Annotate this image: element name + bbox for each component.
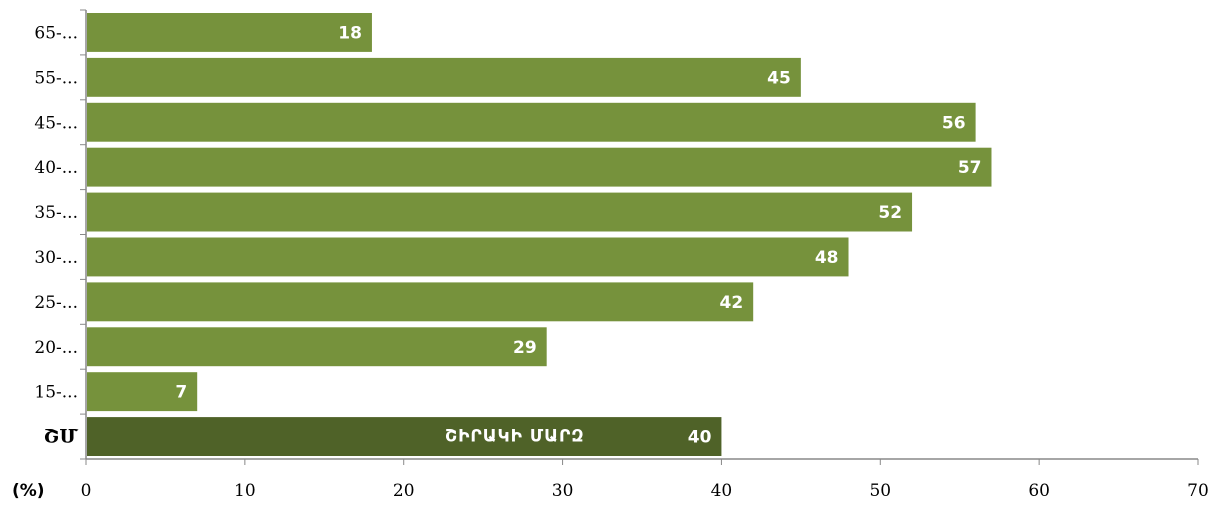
x-tick-label: 20 <box>393 481 415 501</box>
bar <box>87 417 722 456</box>
x-tick-label: 50 <box>869 481 891 501</box>
category-label: 45-... <box>34 113 78 133</box>
data-label: 18 <box>338 23 362 43</box>
category-label: 15-... <box>34 383 78 403</box>
data-label: 56 <box>942 113 966 133</box>
x-tick-label: 60 <box>1028 481 1050 501</box>
x-tick-label: 30 <box>552 481 574 501</box>
data-label: 57 <box>958 158 982 178</box>
bar <box>87 192 913 232</box>
x-tick-label: 10 <box>234 481 256 501</box>
category-label: 55-... <box>34 68 78 88</box>
category-label: 30-... <box>34 248 78 268</box>
data-label: 48 <box>815 248 839 268</box>
bar <box>87 327 547 367</box>
data-label: 42 <box>720 293 744 313</box>
highlight-inner-label: ՇԻՐԱԿԻ ՄԱՐԶ <box>445 427 585 447</box>
category-label: ՇՄ <box>43 426 79 448</box>
bar <box>87 237 849 277</box>
x-tick-label: 70 <box>1187 481 1209 501</box>
category-label: 65-... <box>34 23 78 43</box>
bar <box>87 13 372 52</box>
category-label: 20-... <box>34 338 78 358</box>
bar <box>87 147 992 187</box>
category-label: 35-... <box>34 203 78 223</box>
category-label: 40-... <box>34 158 78 178</box>
x-tick-label: 40 <box>711 481 733 501</box>
data-label: 29 <box>513 338 537 358</box>
data-label: 7 <box>175 383 187 403</box>
data-label: 52 <box>878 203 902 223</box>
unit-label: (%) <box>12 481 45 501</box>
category-label: 25-... <box>34 293 78 313</box>
data-label: 45 <box>767 68 791 88</box>
bar <box>87 57 801 97</box>
x-tick-label: 0 <box>81 481 92 501</box>
bar <box>87 102 976 142</box>
bar <box>87 372 198 412</box>
data-label: 40 <box>688 428 712 448</box>
bar <box>87 282 754 322</box>
